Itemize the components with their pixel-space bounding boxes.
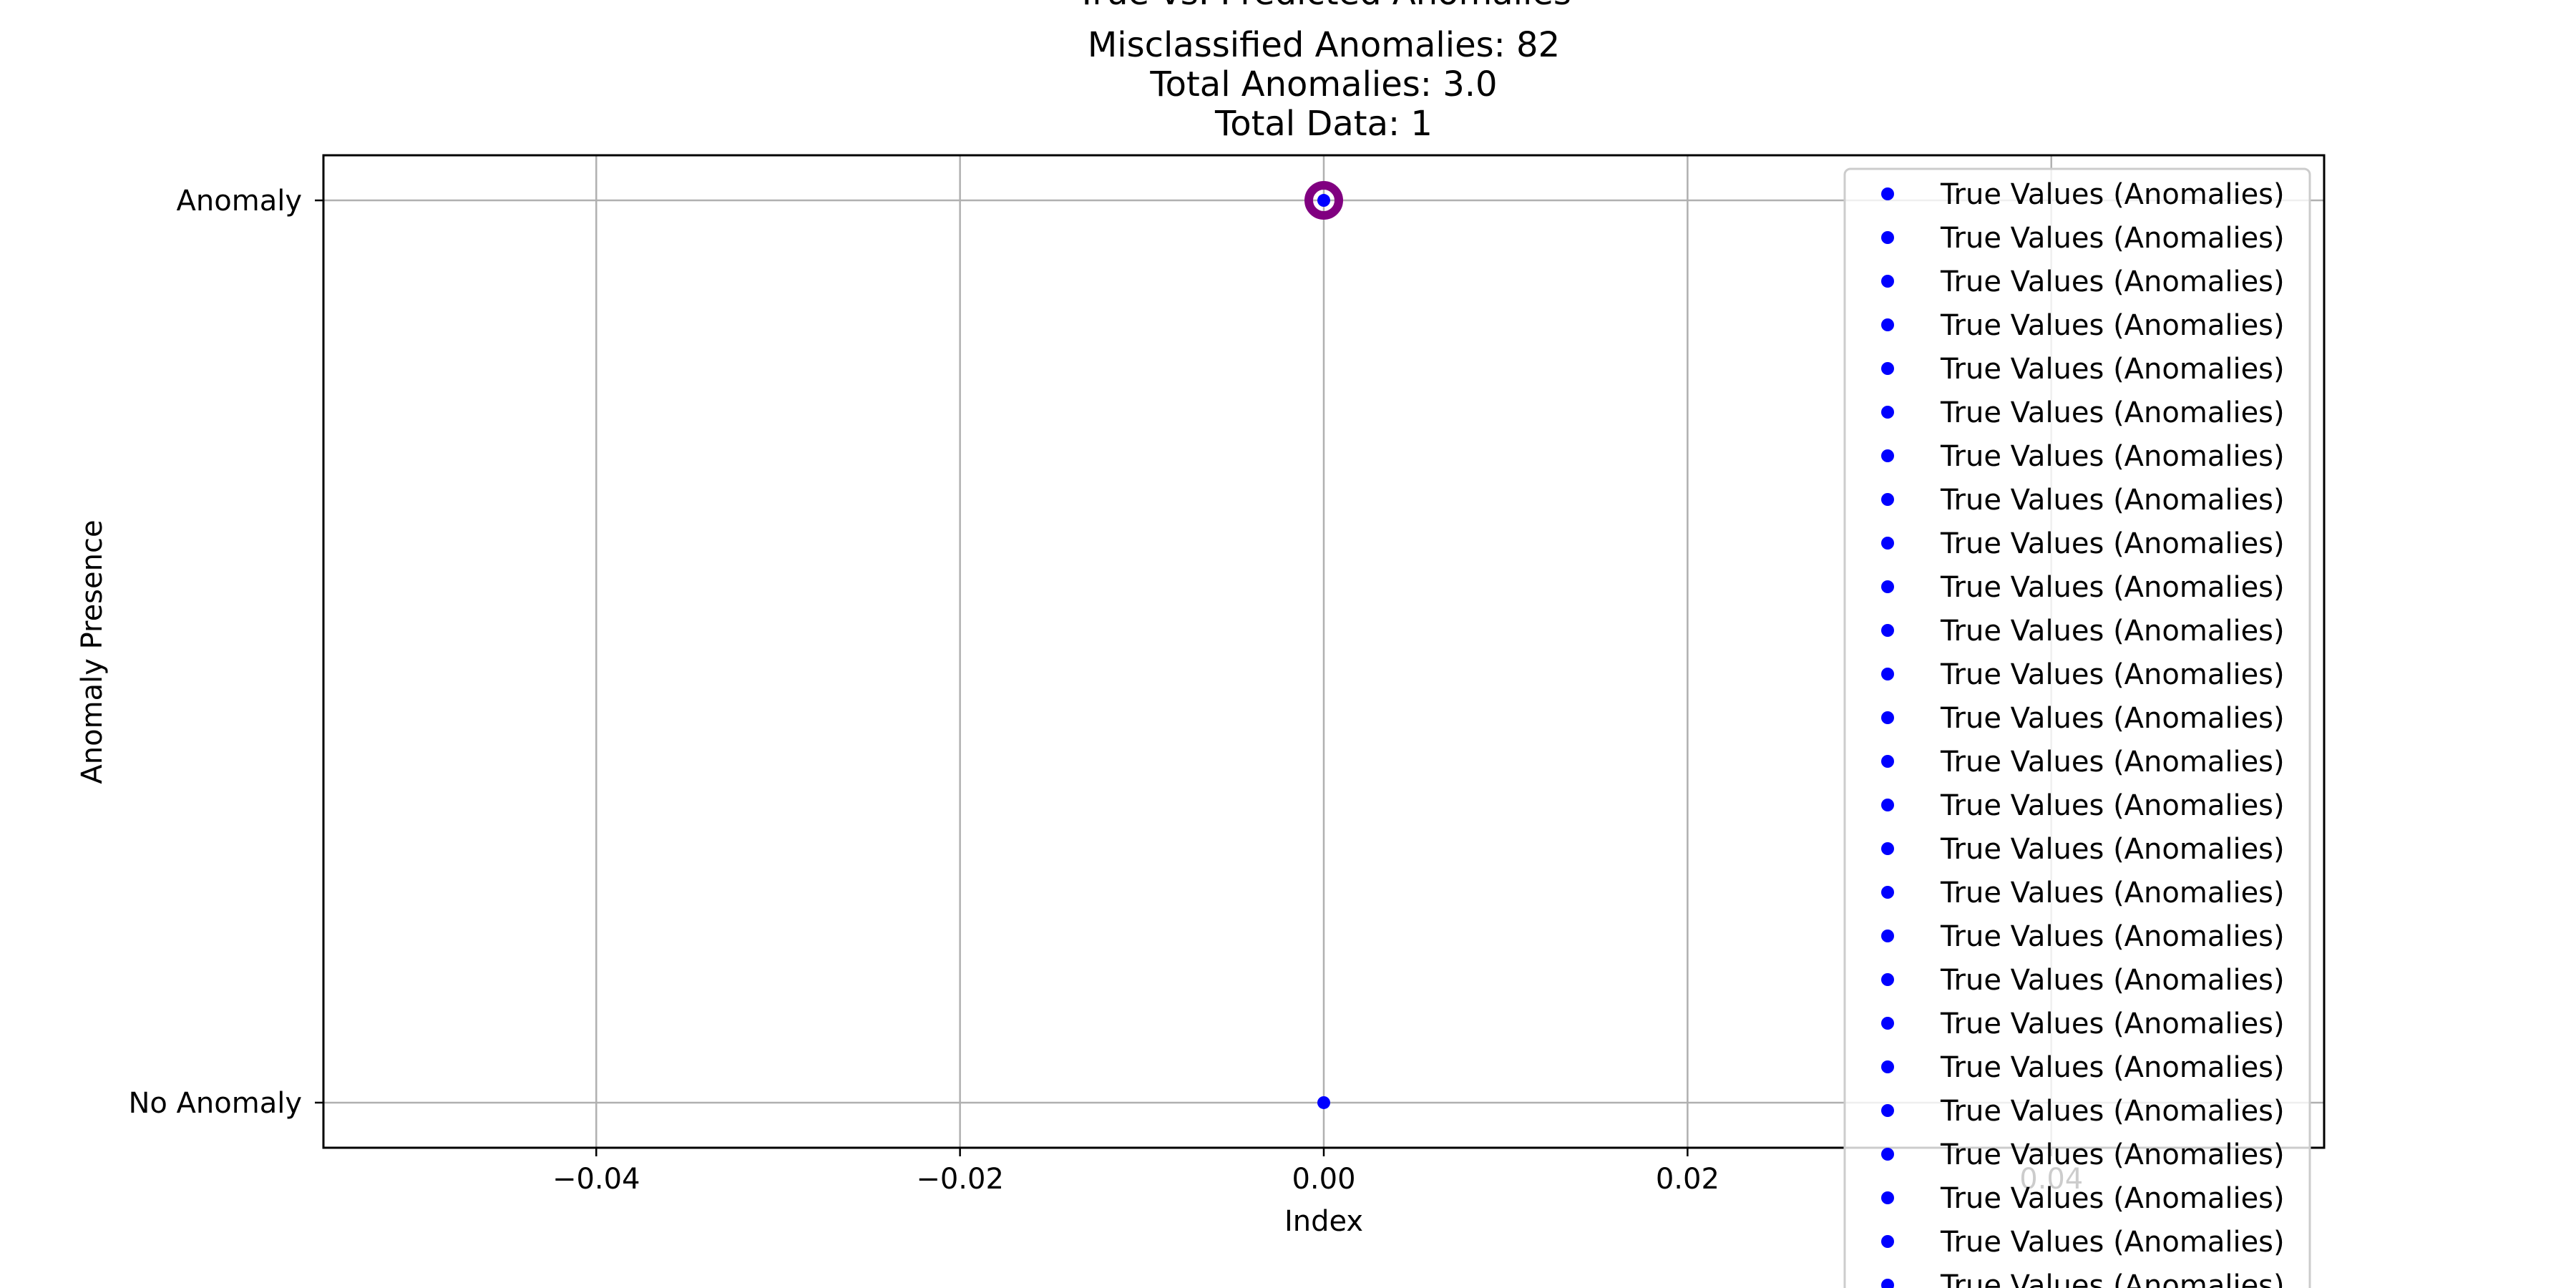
legend-marker: [1881, 624, 1894, 637]
legend-entry-label: True Values (Anomalies): [1940, 527, 2285, 560]
legend-marker: [1881, 930, 1894, 942]
legend-marker: [1881, 493, 1894, 506]
x-tick-label: −0.02: [916, 1163, 1004, 1196]
y-tick-label: Anomaly: [177, 185, 302, 218]
legend-marker: [1881, 1191, 1894, 1204]
legend-marker: [1881, 711, 1894, 724]
legend: True Values (Anomalies) True Values (Anom…: [1843, 167, 2311, 1288]
predicted-anomaly-marker: [1304, 181, 1343, 220]
legend-entry-label: True Values (Anomalies): [1940, 658, 2285, 691]
legend-entry-label: True Values (Anomalies): [1940, 1095, 2285, 1128]
x-tick-label: 0.02: [1656, 1163, 1719, 1196]
legend-marker: [1881, 755, 1894, 768]
legend-entry-label: True Values (Anomalies): [1940, 1182, 2285, 1215]
x-tick-label: −0.04: [552, 1163, 640, 1196]
legend-entry-label: True Values (Anomalies): [1940, 571, 2285, 604]
legend-marker: [1881, 275, 1894, 288]
legend-marker: [1881, 187, 1894, 200]
legend-entry-label: True Values (Anomalies): [1940, 833, 2285, 866]
legend-marker: [1881, 1148, 1894, 1161]
y-axis-label: Anomaly Presence: [76, 519, 109, 784]
legend-entry-label: True Values (Anomalies): [1940, 1226, 2285, 1259]
data-points: [1304, 181, 1343, 1109]
title-line-2: Misclassified Anomalies: 82: [1088, 25, 1560, 65]
legend-entry-label: True Values (Anomalies): [1940, 309, 2285, 342]
true-value-point: [1317, 1096, 1330, 1109]
legend-entry-label: True Values (Anomalies): [1940, 702, 2285, 735]
legend-marker: [1881, 537, 1894, 550]
legend-marker: [1881, 1060, 1894, 1073]
true-value-point: [1317, 194, 1330, 208]
x-axis-label: Index: [1284, 1205, 1363, 1238]
legend-entry-label: True Values (Anomalies): [1940, 1051, 2285, 1084]
legend-entry-label: True Values (Anomalies): [1940, 353, 2285, 386]
legend-marker: [1881, 231, 1894, 244]
legend-entry-label: True Values (Anomalies): [1940, 1008, 2285, 1040]
legend-marker: [1881, 799, 1894, 811]
legend-entry-label: True Values (Anomalies): [1940, 920, 2285, 953]
legend-entry-label: True Values (Anomalies): [1940, 964, 2285, 997]
title-line-1: True vs. Predicted Anomalies: [1075, 0, 1571, 13]
y-tick-label: No Anomaly: [128, 1087, 302, 1120]
legend-marker: [1881, 1235, 1894, 1248]
legend-entry-label: True Values (Anomalies): [1940, 877, 2285, 909]
legend-marker: [1881, 973, 1894, 986]
x-tick-label: 0.00: [1292, 1163, 1355, 1196]
legend-marker: [1881, 318, 1894, 331]
legend-marker: [1881, 406, 1894, 419]
legend-entry-label: True Values (Anomalies): [1940, 1269, 2285, 1288]
legend-entry-label: True Values (Anomalies): [1940, 484, 2285, 517]
legend-marker: [1881, 1104, 1894, 1117]
legend-marker: [1881, 449, 1894, 462]
legend-entry-label: True Values (Anomalies): [1940, 265, 2285, 298]
legend-marker: [1881, 362, 1894, 375]
legend-marker: [1881, 668, 1894, 680]
title-line-4: Total Data: 1: [1214, 104, 1433, 144]
legend-entry-label: True Values (Anomalies): [1940, 178, 2285, 211]
legend-entry-label: True Values (Anomalies): [1940, 746, 2285, 779]
legend-entry-label: True Values (Anomalies): [1940, 1138, 2285, 1171]
legend-marker: [1881, 886, 1894, 899]
legend-entry-label: True Values (Anomalies): [1940, 396, 2285, 429]
legend-marker: [1881, 1017, 1894, 1030]
legend-entry-label: True Values (Anomalies): [1940, 222, 2285, 255]
legend-entry-label: True Values (Anomalies): [1940, 440, 2285, 473]
legend-entry-label: True Values (Anomalies): [1940, 615, 2285, 648]
legend-marker: [1881, 842, 1894, 855]
legend-box: [1843, 167, 2311, 1288]
legend-marker: [1881, 1279, 1894, 1288]
chart-title: True vs. Predicted Anomalies Misclassifi…: [1075, 0, 1571, 144]
legend-entry-label: True Values (Anomalies): [1940, 789, 2285, 822]
title-line-3: Total Anomalies: 3.0: [1149, 64, 1497, 104]
legend-marker: [1881, 580, 1894, 593]
